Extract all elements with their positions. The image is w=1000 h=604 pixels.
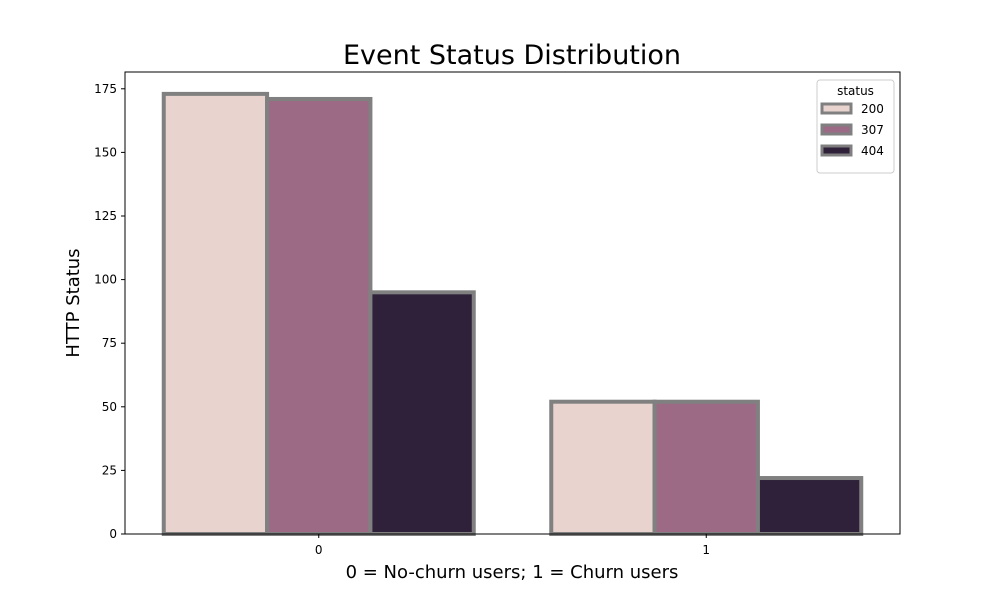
bar-200-cat-0: [161, 91, 270, 537]
bar-307-cat-0: [265, 96, 373, 537]
bar-200-cat-1: [549, 399, 657, 537]
y-tick-label: 50: [102, 400, 117, 414]
legend-label-404: 404: [861, 144, 884, 158]
legend-title: status: [837, 84, 874, 98]
y-tick-label: 25: [102, 463, 117, 477]
bar-404-cat-1: [755, 476, 864, 536]
legend-swatch-404: [820, 144, 853, 157]
legend-label-307: 307: [861, 123, 884, 137]
legend: status 200 307 404: [816, 79, 895, 174]
plot-frame: [124, 71, 901, 535]
legend-swatch-307: [820, 123, 853, 136]
x-tick-label: 0: [315, 543, 323, 557]
axes-layer: 0 25 50 75 100 125 150 175 0 1: [94, 71, 901, 557]
y-tick-label: 125: [94, 209, 117, 223]
legend-label-200: 200: [861, 102, 884, 116]
x-tick-label: 1: [702, 543, 710, 557]
y-tick-label: 150: [94, 145, 117, 159]
y-tick-label: 100: [94, 273, 117, 287]
legend-swatch-200: [820, 102, 853, 115]
y-axis-label: HTTP Status: [63, 248, 84, 357]
bar-404-cat-0: [368, 290, 476, 536]
bar-307-cat-1: [652, 399, 760, 537]
chart-title: Event Status Distribution: [343, 40, 681, 71]
x-axis-label: 0 = No-churn users; 1 = Churn users: [346, 562, 679, 583]
y-tick-label: 75: [102, 336, 117, 350]
y-tick-label: 175: [94, 82, 117, 96]
bars-layer: [161, 91, 864, 537]
y-tick-label: 0: [109, 527, 117, 541]
